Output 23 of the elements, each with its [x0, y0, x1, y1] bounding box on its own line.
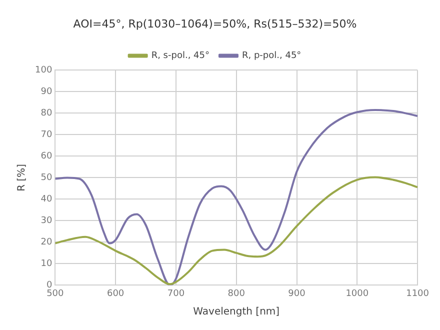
chart-title: AOI=45°, Rp(1030–1064)=50%, Rs(515–532)=50% [73, 17, 357, 30]
y-tick-label: 70 [40, 130, 52, 140]
x-tick-label: 1100 [406, 288, 430, 299]
y-tick-label: 10 [40, 259, 52, 270]
legend-label: R, s-pol., 45° [151, 51, 210, 62]
y-tick-label: 90 [40, 87, 52, 98]
x-tick-label: 600 [106, 288, 124, 299]
x-tick-label: 1000 [346, 288, 369, 299]
x-tick-label: 800 [228, 288, 246, 299]
y-tick-label: 50 [40, 173, 52, 184]
x-tick-label: 700 [167, 288, 185, 299]
y-tick-label: 40 [40, 194, 52, 205]
legend-label: R, p-pol., 45° [242, 51, 302, 62]
y-tick-label: 100 [34, 66, 52, 76]
y-tick-label: 30 [40, 216, 52, 226]
y-axis-title: R [%] [16, 164, 28, 192]
x-tick-label: 900 [288, 288, 306, 299]
y-tick-label: 60 [40, 152, 52, 162]
x-axis-title: Wavelength [nm] [193, 306, 280, 318]
y-tick-label: 20 [40, 238, 52, 248]
x-tick-label: 500 [46, 288, 64, 299]
y-tick-label: 0 [46, 280, 52, 291]
y-tick-label: 80 [40, 108, 52, 119]
